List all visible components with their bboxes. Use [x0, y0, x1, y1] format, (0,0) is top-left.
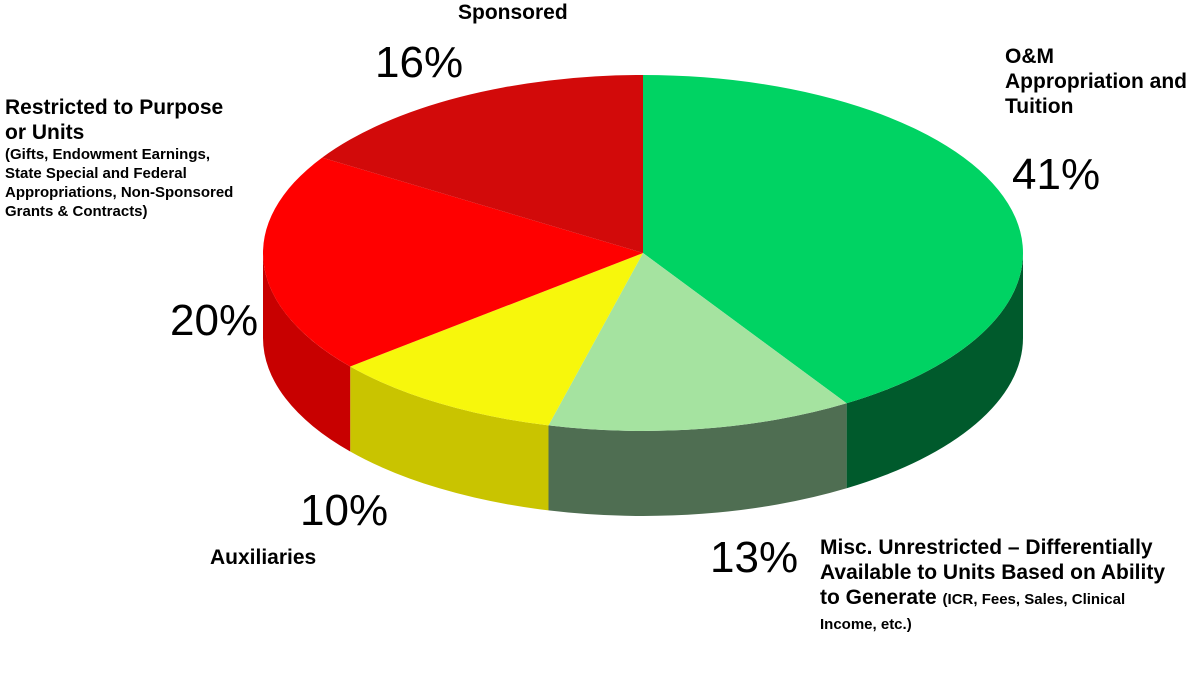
pie-sides [263, 253, 1023, 516]
value-label: 16% [375, 38, 464, 87]
pie-slice [350, 253, 643, 426]
value-label: 13% [710, 533, 799, 582]
slice-label: Sponsored [458, 0, 658, 25]
pie-tops [263, 75, 1024, 431]
value-label: 20% [170, 296, 259, 345]
category-detail: (ICR, Fees, Sales, Clinical Income, etc.… [820, 591, 1126, 633]
category-name: Auxiliaries [210, 546, 317, 569]
category-name: Sponsored [458, 1, 568, 24]
value-label: 10% [300, 486, 389, 535]
slice-label: Restricted to Purpose or Units (Gifts, En… [5, 95, 245, 221]
slice-label: Auxiliaries [210, 545, 410, 570]
category-detail: (Gifts, Endowment Earnings, State Specia… [5, 146, 234, 220]
slice-label: Misc. Unrestricted – Differentially Avai… [820, 535, 1180, 635]
pie-side [846, 253, 1023, 489]
category-name: O&M Appropriation and Tuition [1005, 45, 1187, 118]
pie-side [350, 366, 549, 511]
pie-slice [643, 75, 1024, 404]
pie-side [548, 403, 847, 516]
slice-label: O&M Appropriation and Tuition [1005, 44, 1191, 119]
pie-slice [548, 253, 847, 431]
category-name: Restricted to Purpose or Units [5, 96, 224, 144]
value-label: 41% [1012, 150, 1101, 199]
pie-side [263, 253, 351, 452]
pie-slice [263, 157, 643, 367]
category-name: Misc. Unrestricted – Differentially Avai… [820, 536, 1166, 609]
pie-slice [322, 75, 643, 253]
